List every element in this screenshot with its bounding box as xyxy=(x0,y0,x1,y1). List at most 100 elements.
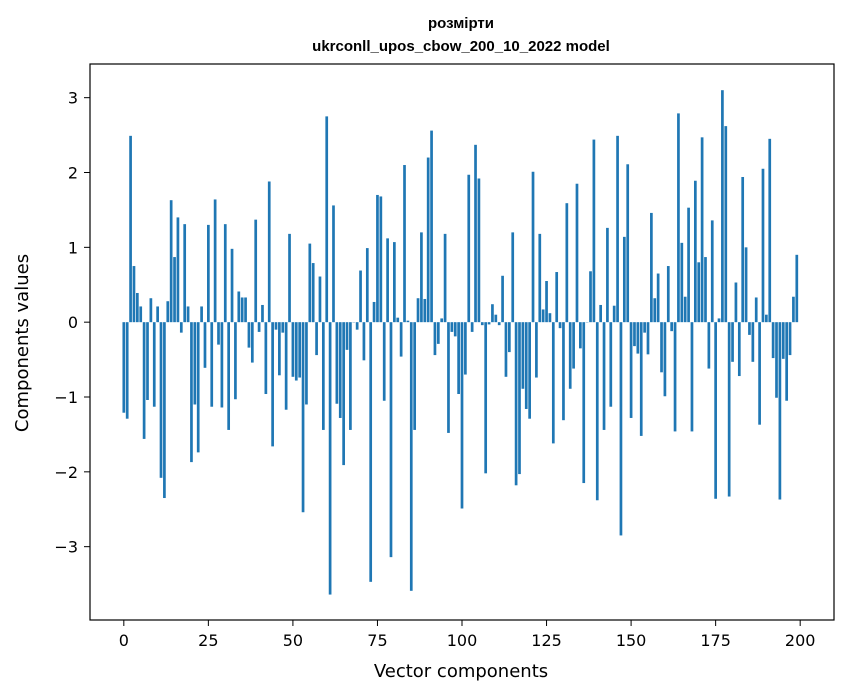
bar xyxy=(159,322,163,478)
bar xyxy=(139,306,143,323)
bar xyxy=(670,322,674,332)
bar xyxy=(717,318,721,323)
bar xyxy=(365,248,369,323)
bar xyxy=(677,113,680,323)
bar xyxy=(420,232,423,323)
bars-group xyxy=(122,90,799,595)
bar xyxy=(612,305,616,323)
bar xyxy=(267,181,271,323)
bar xyxy=(741,176,745,323)
bar xyxy=(754,297,758,323)
bar xyxy=(430,130,433,323)
bar xyxy=(135,292,139,323)
bar xyxy=(683,296,687,323)
bar xyxy=(271,322,274,447)
bar xyxy=(721,90,724,323)
chart-subtitle: ukrconll_upos_cbow_200_10_2022 model xyxy=(312,38,610,55)
bar xyxy=(555,272,559,323)
y-tick-label: 2 xyxy=(68,164,78,183)
bar xyxy=(342,322,345,466)
bar xyxy=(636,322,640,354)
bar xyxy=(129,135,132,323)
bar xyxy=(281,322,285,333)
bar xyxy=(244,297,247,323)
bar xyxy=(514,322,518,486)
bar xyxy=(298,322,302,378)
bar xyxy=(660,322,663,373)
bar xyxy=(690,322,694,432)
bar xyxy=(494,314,498,323)
bar xyxy=(551,322,555,444)
bar xyxy=(737,322,741,377)
bar xyxy=(234,322,237,400)
bar xyxy=(771,322,775,359)
bar xyxy=(261,304,264,323)
bar xyxy=(301,322,305,513)
bar xyxy=(257,322,261,332)
bar xyxy=(501,275,504,323)
bar xyxy=(413,322,417,430)
bar xyxy=(409,322,413,591)
bar xyxy=(775,322,778,398)
bar xyxy=(186,306,190,323)
bar xyxy=(288,233,291,323)
bar xyxy=(734,282,738,323)
bar xyxy=(393,242,396,323)
bar xyxy=(274,322,278,330)
bar xyxy=(372,301,376,323)
bar xyxy=(474,144,477,323)
bar xyxy=(349,322,352,430)
y-tick-label: 3 xyxy=(68,89,78,108)
bar xyxy=(477,178,481,323)
x-tick-label: 0 xyxy=(119,631,129,650)
bar xyxy=(595,322,599,501)
bar xyxy=(345,322,349,350)
bar xyxy=(369,322,373,582)
bar xyxy=(704,257,707,323)
y-tick-label: −1 xyxy=(54,388,78,407)
bar xyxy=(210,322,214,407)
bar xyxy=(531,171,535,323)
bar xyxy=(386,238,389,323)
bar xyxy=(673,322,677,432)
bar xyxy=(565,203,569,323)
bar xyxy=(396,317,400,323)
bar xyxy=(196,322,200,453)
bar xyxy=(223,224,227,323)
bar xyxy=(572,322,575,369)
bar xyxy=(484,322,488,474)
bar xyxy=(325,116,329,323)
bar xyxy=(247,322,251,348)
bar xyxy=(748,322,751,335)
bar xyxy=(582,322,586,484)
bar xyxy=(606,227,609,323)
bar xyxy=(707,322,711,369)
y-tick-label: −3 xyxy=(54,538,78,557)
bar xyxy=(132,266,136,323)
bar xyxy=(362,322,366,361)
bar xyxy=(467,174,471,323)
bar xyxy=(403,165,406,323)
x-tick-label: 175 xyxy=(700,631,731,650)
bar xyxy=(359,270,362,323)
bar xyxy=(254,219,258,323)
bar xyxy=(761,168,765,323)
x-tick-label: 25 xyxy=(198,631,218,650)
bar xyxy=(406,320,410,323)
bar xyxy=(727,322,731,497)
bar xyxy=(230,248,234,323)
x-tick-label: 200 xyxy=(785,631,816,650)
bar xyxy=(792,296,795,323)
bar xyxy=(700,137,704,323)
bar xyxy=(602,322,606,430)
bar xyxy=(592,139,596,323)
bar xyxy=(294,322,298,381)
bar xyxy=(240,297,244,323)
bar xyxy=(666,266,670,323)
y-tick-label: 1 xyxy=(68,238,78,257)
bar xyxy=(169,200,173,323)
bar xyxy=(213,199,217,323)
bar xyxy=(376,194,379,323)
bar xyxy=(176,217,180,323)
